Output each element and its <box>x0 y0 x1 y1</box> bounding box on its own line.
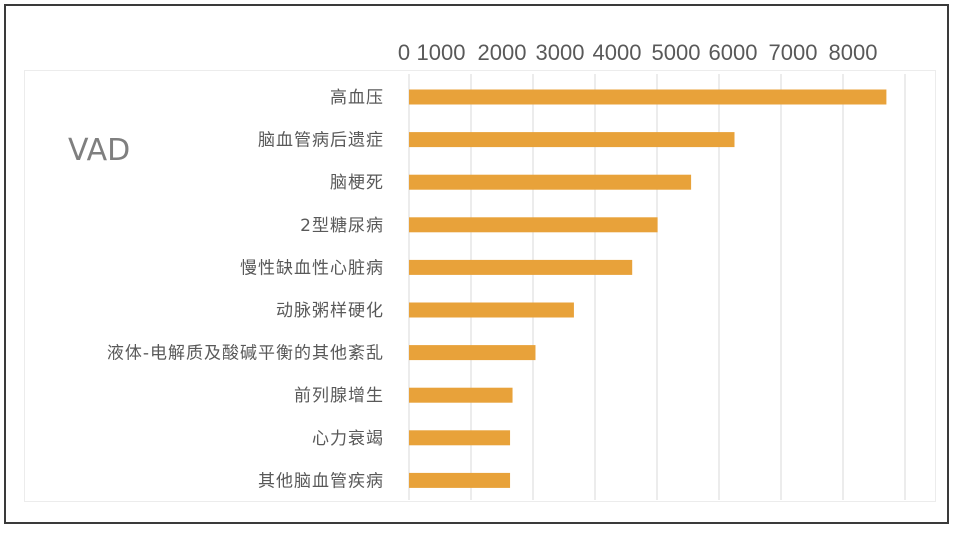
bar <box>409 430 511 446</box>
bar <box>409 89 887 105</box>
category-label: 动脉粥样硬化 <box>276 301 384 321</box>
x-tick-label: 8000 <box>829 40 878 65</box>
chart-title: VAD <box>68 133 130 168</box>
plot-panel <box>24 70 936 502</box>
x-tick-label: 2000 <box>478 40 527 65</box>
x-tick-label: 7000 <box>769 40 818 65</box>
bar <box>409 217 658 233</box>
category-label: 液体-电解质及酸碱平衡的其他紊乱 <box>107 344 384 364</box>
bar <box>409 387 513 403</box>
bar <box>409 174 692 190</box>
category-label: 2型糖尿病 <box>300 216 384 236</box>
x-tick-label: 5000 <box>652 40 701 65</box>
x-tick-label: 3000 <box>536 40 585 65</box>
category-label: 其他脑血管疾病 <box>258 471 384 491</box>
x-tick-label: 4000 <box>593 40 642 65</box>
category-label: 慢性缺血性心脏病 <box>240 257 384 278</box>
bar <box>409 259 633 275</box>
category-label: 心力衰竭 <box>312 429 384 449</box>
x-tick-label: 0 <box>398 40 410 65</box>
x-tick-label: 1000 <box>417 40 466 65</box>
category-label: 前列腺增生 <box>294 386 384 406</box>
category-label: 脑梗死 <box>330 173 384 193</box>
bars <box>409 89 887 488</box>
bar <box>409 302 574 318</box>
bar <box>409 345 536 361</box>
x-tick-label: 6000 <box>709 40 758 65</box>
bar <box>409 132 735 148</box>
x-axis-ticks: 0 1000 2000 3000 4000 5000 6000 7000 8000 <box>398 40 878 65</box>
category-label: 脑血管病后遗症 <box>258 131 384 151</box>
category-label: 高血压 <box>330 88 384 108</box>
bar <box>409 472 511 488</box>
